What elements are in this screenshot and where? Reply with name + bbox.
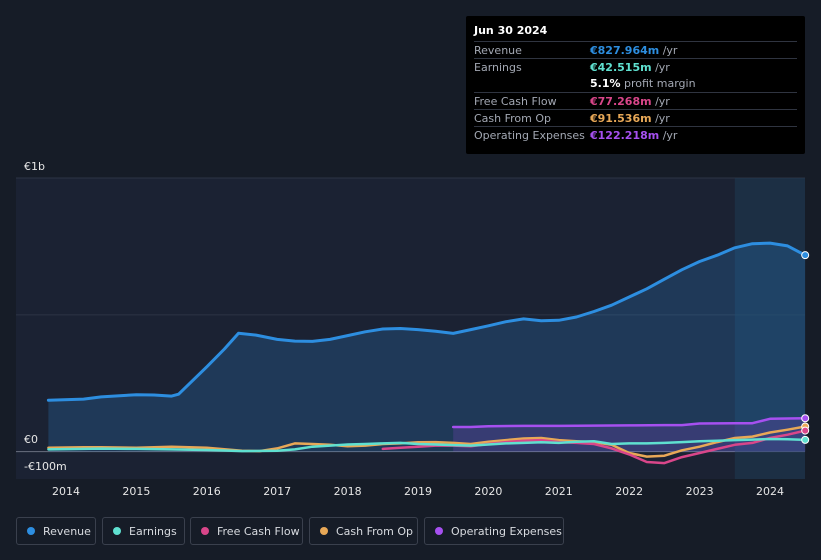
x-tick-2018: 2018 bbox=[334, 485, 362, 498]
earnings-end-marker bbox=[801, 435, 810, 444]
tooltip-value-free-cash-flow: €77.268m /yr bbox=[590, 95, 670, 108]
tooltip-row-margin: 5.1% profit margin bbox=[474, 75, 797, 92]
earnings-dot-icon bbox=[113, 527, 121, 535]
x-tick-2024: 2024 bbox=[756, 485, 784, 498]
tooltip-earnings-unit: /yr bbox=[651, 61, 670, 74]
cash-from-op-dot-icon bbox=[320, 527, 328, 535]
tooltip-operating-expenses-amount: €122.218m bbox=[590, 129, 660, 142]
x-tick-2021: 2021 bbox=[545, 485, 573, 498]
legend-revenue-label: Revenue bbox=[43, 524, 91, 538]
tooltip-date: Jun 30 2024 bbox=[474, 24, 548, 37]
tooltip-margin-amount: 5.1% bbox=[590, 77, 621, 90]
revenue-end-marker bbox=[801, 251, 810, 260]
free-cash-flow-dot-icon bbox=[201, 527, 209, 535]
x-tick-2023: 2023 bbox=[686, 485, 714, 498]
revenue-dot-icon bbox=[27, 527, 35, 535]
tooltip-label-revenue: Revenue bbox=[474, 44, 522, 57]
tooltip-row-earnings: Earnings €42.515m /yr bbox=[474, 58, 797, 76]
tooltip-operating-expenses-unit: /yr bbox=[659, 129, 678, 142]
tooltip-row-cash-from-op: Cash From Op €91.536m /yr bbox=[474, 109, 797, 127]
tooltip-value-operating-expenses: €122.218m /yr bbox=[590, 129, 677, 142]
tooltip-value-earnings: €42.515m /yr bbox=[590, 61, 670, 74]
tooltip-label-free-cash-flow: Free Cash Flow bbox=[474, 95, 557, 108]
tooltip-revenue-amount: €827.964m bbox=[590, 44, 660, 57]
operating_expenses-end-marker bbox=[801, 414, 810, 423]
tooltip-row-free-cash-flow: Free Cash Flow €77.268m /yr bbox=[474, 92, 797, 110]
x-tick-2016: 2016 bbox=[193, 485, 221, 498]
end-markers bbox=[801, 251, 810, 444]
earnings-line bbox=[47, 437, 807, 453]
operating_expenses-line bbox=[451, 417, 807, 429]
x-tick-2020: 2020 bbox=[474, 485, 502, 498]
tooltip-revenue-unit: /yr bbox=[659, 44, 678, 57]
x-tick-2019: 2019 bbox=[404, 485, 432, 498]
revenue-line bbox=[46, 241, 807, 402]
tooltip-row-revenue: Revenue €827.964m /yr bbox=[474, 41, 797, 59]
legend-earnings-label: Earnings bbox=[129, 524, 177, 538]
tooltip-cash-from-op-amount: €91.536m bbox=[590, 112, 652, 125]
tooltip-label-earnings: Earnings bbox=[474, 61, 522, 74]
series-layer bbox=[46, 241, 807, 465]
legend-cash-from-op-label: Cash From Op bbox=[336, 524, 414, 538]
tooltip-value-margin: 5.1% profit margin bbox=[590, 77, 696, 90]
x-tick-2022: 2022 bbox=[615, 485, 643, 498]
legend-operating-expenses-label: Operating Expenses bbox=[451, 524, 562, 538]
x-tick-2017: 2017 bbox=[263, 485, 291, 498]
tooltip-margin-unit: profit margin bbox=[620, 77, 696, 90]
x-axis-ticks: 2014 2015 2016 2017 2018 2019 2020 2021 2022 2023… bbox=[52, 485, 784, 498]
tooltip: Jun 30 2024 Revenue €827.964m /yr Earnin… bbox=[466, 16, 805, 154]
revenue-area bbox=[48, 243, 806, 452]
tooltip-value-revenue: €827.964m /yr bbox=[590, 44, 677, 57]
free_cash_flow-end-marker bbox=[801, 426, 810, 435]
x-tick-2015: 2015 bbox=[122, 485, 150, 498]
y-tick-zero: €0 bbox=[24, 433, 38, 446]
legend-cash-from-op[interactable]: Cash From Op bbox=[309, 517, 418, 545]
operating-expenses-dot-icon bbox=[435, 527, 443, 535]
legend-operating-expenses[interactable]: Operating Expenses bbox=[424, 517, 564, 545]
x-tick-2014: 2014 bbox=[52, 485, 80, 498]
tooltip-label-cash-from-op: Cash From Op bbox=[474, 112, 552, 125]
tooltip-free-cash-flow-unit: /yr bbox=[651, 95, 670, 108]
legend-free-cash-flow-label: Free Cash Flow bbox=[217, 524, 300, 538]
legend-revenue[interactable]: Revenue bbox=[16, 517, 96, 545]
tooltip-label-operating-expenses: Operating Expenses bbox=[474, 129, 585, 142]
y-tick-bottom: -€100m bbox=[24, 460, 67, 473]
y-tick-top: €1b bbox=[24, 160, 45, 173]
legend-earnings[interactable]: Earnings bbox=[102, 517, 185, 545]
tooltip-row-operating-expenses: Operating Expenses €122.218m /yr bbox=[474, 126, 797, 144]
tooltip-value-cash-from-op: €91.536m /yr bbox=[590, 112, 670, 125]
legend-free-cash-flow[interactable]: Free Cash Flow bbox=[190, 517, 303, 545]
tooltip-cash-from-op-unit: /yr bbox=[651, 112, 670, 125]
tooltip-earnings-amount: €42.515m bbox=[590, 61, 652, 74]
tooltip-free-cash-flow-amount: €77.268m bbox=[590, 95, 652, 108]
